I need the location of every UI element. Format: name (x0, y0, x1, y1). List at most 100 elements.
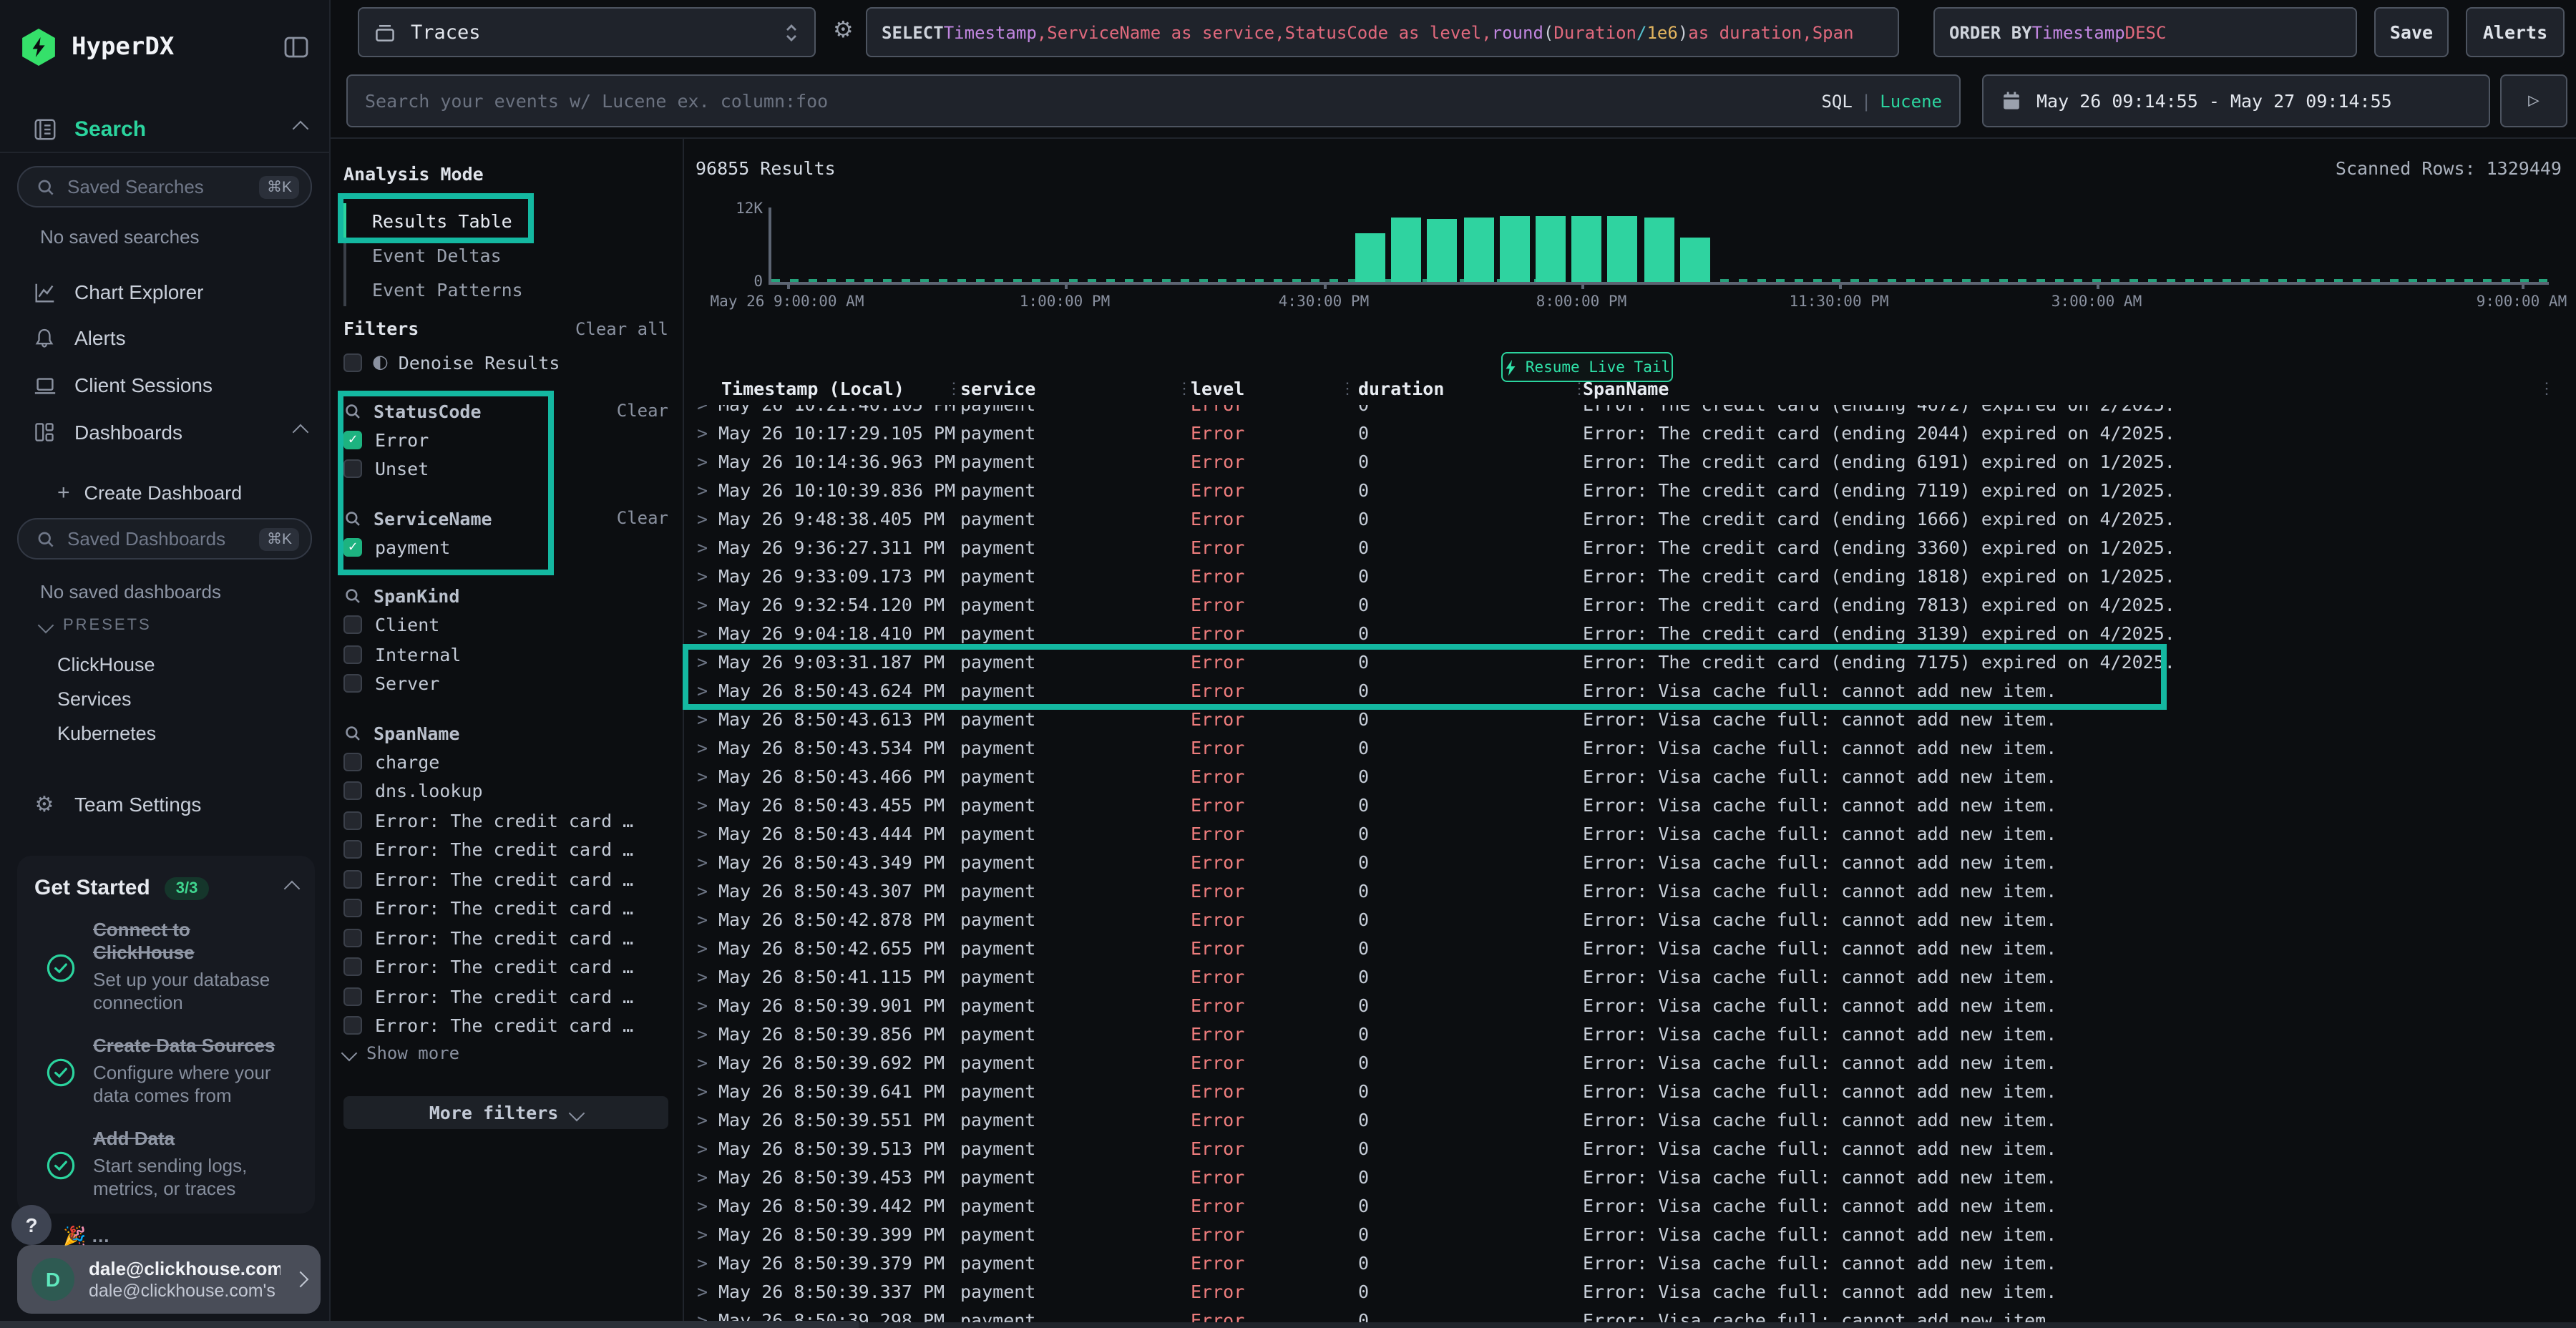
filter-option[interactable]: Error: The credit card … (329, 835, 683, 864)
filter-option[interactable]: Error: The credit card … (329, 894, 683, 923)
row-expand-chevron[interactable]: > (697, 405, 708, 419)
row-expand-chevron[interactable]: > (697, 680, 708, 701)
column-drag-handle[interactable]: ⋮ (1571, 379, 1587, 398)
table-row[interactable]: > May 26 8:50:43.466 PM payment Error 0 Error… (684, 763, 2576, 791)
table-row[interactable]: > May 26 8:50:39.551 PM payment Error 0 Error… (684, 1106, 2576, 1135)
bottom-scrollbar-track[interactable] (0, 1322, 2576, 1328)
histogram-bar[interactable] (1679, 237, 1710, 282)
histogram-bar[interactable] (1571, 216, 1602, 282)
table-row[interactable]: > May 26 8:50:42.655 PM payment Error 0 Error… (684, 934, 2576, 963)
search-icon[interactable] (343, 401, 362, 420)
lucene-mode-toggle[interactable]: Lucene (1880, 91, 1942, 111)
sidebar-item-alerts[interactable]: Alerts (0, 318, 329, 358)
column-header-level[interactable]: level (1191, 378, 1245, 399)
chevron-up-icon[interactable] (292, 120, 309, 137)
column-drag-handle[interactable]: ⋮ (946, 379, 962, 398)
filter-checkbox[interactable] (343, 869, 362, 889)
row-expand-chevron[interactable]: > (697, 565, 708, 587)
row-expand-chevron[interactable]: > (697, 794, 708, 816)
histogram-bar[interactable] (1463, 217, 1494, 282)
row-expand-chevron[interactable]: > (697, 1023, 708, 1045)
more-filters-button[interactable]: More filters (343, 1096, 668, 1129)
table-body[interactable]: > May 26 10:21:40.105 PM payment Error 0 Erro… (684, 405, 2576, 1328)
filter-option[interactable]: dns.lookup (329, 776, 683, 806)
filter-option[interactable]: Error: The credit card … (329, 806, 683, 835)
row-expand-chevron[interactable]: > (697, 1052, 708, 1073)
row-expand-chevron[interactable]: > (697, 1195, 708, 1216)
filter-option[interactable]: Client (329, 610, 683, 640)
table-row[interactable]: > May 26 10:21:40.105 PM payment Error 0 Erro… (684, 405, 2576, 419)
row-expand-chevron[interactable]: > (697, 937, 708, 959)
table-row[interactable]: > May 26 10:10:39.836 PM payment Error 0 Erro… (684, 477, 2576, 505)
filter-checkbox[interactable] (343, 674, 362, 693)
filter-checkbox[interactable] (343, 987, 362, 1006)
table-row[interactable]: > May 26 8:50:39.641 PM payment Error 0 Error… (684, 1078, 2576, 1106)
source-settings-gear-icon[interactable]: ⚙ (833, 16, 854, 43)
table-row[interactable]: > May 26 9:36:27.311 PM payment Error 0 Error… (684, 534, 2576, 562)
filter-option[interactable]: Error: The credit card … (329, 1011, 683, 1040)
table-row[interactable]: > May 26 8:50:39.692 PM payment Error 0 Error… (684, 1049, 2576, 1078)
filter-checkbox[interactable] (343, 899, 362, 918)
histogram-bar[interactable] (1607, 216, 1638, 282)
filter-option[interactable]: Internal (329, 640, 683, 669)
column-header-service[interactable]: service (960, 378, 1036, 399)
resume-live-tail-button[interactable]: Resume Live Tail (1501, 352, 1673, 382)
table-row[interactable]: > May 26 8:50:43.444 PM payment Error 0 Error… (684, 820, 2576, 849)
histogram-bar[interactable] (1644, 217, 1674, 282)
row-expand-chevron[interactable]: > (697, 622, 708, 644)
table-row[interactable]: > May 26 10:17:29.105 PM payment Error 0 Erro… (684, 419, 2576, 448)
table-row[interactable]: > May 26 9:03:31.187 PM payment Error 0 Error… (684, 648, 2576, 677)
search-icon[interactable] (343, 587, 362, 605)
filter-option[interactable]: charge (329, 747, 683, 776)
filter-checkbox[interactable] (343, 781, 362, 801)
column-drag-handle[interactable]: ⋮ (2539, 379, 2555, 398)
column-drag-handle[interactable]: ⋮ (1176, 379, 1192, 398)
row-expand-chevron[interactable]: > (697, 537, 708, 558)
table-row[interactable]: > May 26 8:50:43.307 PM payment Error 0 Error… (684, 877, 2576, 906)
chevron-up-icon[interactable] (283, 879, 301, 897)
column-drag-handle[interactable]: ⋮ (1340, 379, 1355, 398)
sidebar-collapse-icon[interactable] (283, 34, 309, 60)
analysis-mode-option[interactable]: Event Deltas (343, 238, 683, 272)
row-expand-chevron[interactable]: > (697, 823, 708, 844)
bottom-scrollbar-thumb[interactable] (0, 1321, 859, 1328)
get-started-item[interactable]: Add Data Start sending logs, metrics, or … (34, 1128, 298, 1203)
sql-mode-toggle[interactable]: SQL (1821, 91, 1853, 111)
table-row[interactable]: > May 26 10:14:36.963 PM payment Error 0 Erro… (684, 448, 2576, 477)
filter-option[interactable]: Error: The credit card … (329, 982, 683, 1011)
table-row[interactable]: > May 26 8:50:39.453 PM payment Error 0 Error… (684, 1163, 2576, 1192)
histogram-bar[interactable] (1427, 218, 1458, 282)
save-button[interactable]: Save (2374, 7, 2449, 57)
row-expand-chevron[interactable]: > (697, 1109, 708, 1131)
create-dashboard-button[interactable]: + Create Dashboard (0, 472, 329, 512)
table-row[interactable]: > May 26 8:50:39.442 PM payment Error 0 Error… (684, 1192, 2576, 1221)
table-row[interactable]: > May 26 9:48:38.405 PM payment Error 0 Error… (684, 505, 2576, 534)
table-row[interactable]: > May 26 8:50:39.337 PM payment Error 0 Error… (684, 1278, 2576, 1307)
row-expand-chevron[interactable]: > (697, 766, 708, 787)
clear-all-link[interactable]: Clear all (575, 319, 668, 339)
analysis-mode-option[interactable]: Event Patterns (343, 272, 683, 306)
chevron-up-icon[interactable] (292, 424, 309, 441)
filter-option[interactable]: ✓ payment (329, 532, 683, 562)
sidebar-item-search[interactable]: Search (0, 109, 329, 149)
row-expand-chevron[interactable]: > (697, 880, 708, 902)
sidebar-preset-item[interactable]: Services (57, 688, 132, 709)
filter-checkbox[interactable]: ✓ (343, 537, 362, 557)
saved-dashboards-input[interactable]: Saved Dashboards ⌘K (17, 518, 312, 560)
row-expand-chevron[interactable]: > (697, 422, 708, 444)
row-expand-chevron[interactable]: > (697, 995, 708, 1016)
filter-checkbox[interactable] (343, 928, 362, 947)
filter-option[interactable]: ✓ Error (329, 425, 683, 454)
filter-checkbox[interactable] (343, 840, 362, 859)
column-header-spanname[interactable]: SpanName (1583, 378, 1669, 399)
filter-option[interactable]: Error: The credit card … (329, 952, 683, 982)
search-icon[interactable] (343, 509, 362, 527)
table-row[interactable]: > May 26 8:50:43.349 PM payment Error 0 Error… (684, 849, 2576, 877)
table-row[interactable]: > May 26 8:50:43.613 PM payment Error 0 Error… (684, 706, 2576, 734)
histogram-bar[interactable] (1536, 216, 1566, 282)
histogram-bar[interactable] (1355, 233, 1385, 282)
filter-checkbox[interactable] (343, 1016, 362, 1035)
table-row[interactable]: > May 26 9:32:54.120 PM payment Error 0 Error… (684, 591, 2576, 620)
search-icon[interactable] (343, 723, 362, 742)
get-started-item[interactable]: Create Data Sources Configure where your … (34, 1035, 298, 1110)
